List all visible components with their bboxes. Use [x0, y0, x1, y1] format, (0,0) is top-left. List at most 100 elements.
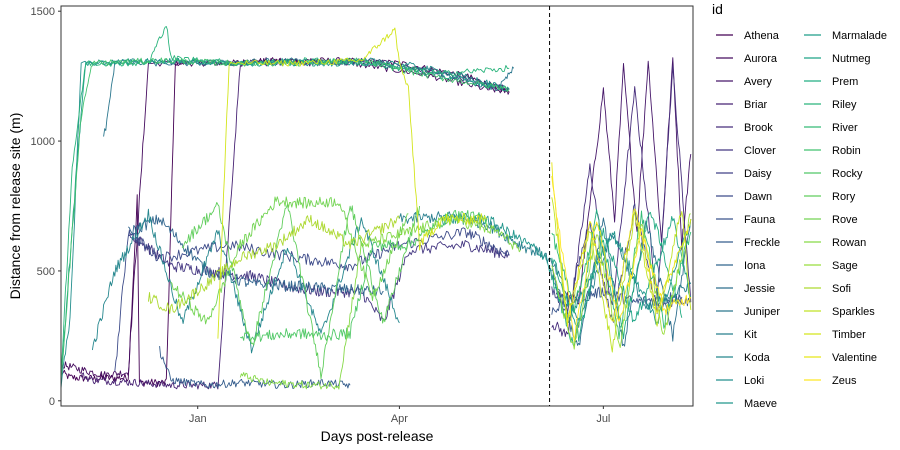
legend-item: Sparkles: [804, 306, 875, 318]
legend-label: Daisy: [744, 168, 772, 180]
legend-label: Rory: [832, 191, 856, 203]
plot-area: [60, 5, 694, 407]
legend-label: Koda: [744, 352, 771, 364]
series-line-aurora: [60, 57, 510, 379]
legend-label: River: [832, 122, 858, 134]
legend: id Athena Aurora Avery Briar Brook Clover Dais…: [712, 1, 887, 410]
series-line-timber: [217, 27, 487, 339]
legend-item: Rocky: [804, 168, 863, 180]
legend-label: Robin: [832, 145, 861, 157]
y-axis-title: Distance from release site (m): [7, 113, 23, 300]
legend-item: Sage: [804, 260, 858, 272]
series-line-zeus: [551, 175, 692, 342]
legend-label: Rocky: [832, 168, 863, 180]
legend-label: Sofi: [832, 283, 851, 295]
legend-label: Fauna: [744, 214, 776, 226]
series-line-koda: [91, 208, 400, 354]
legend-item: Daisy: [716, 168, 772, 180]
legend-item: Juniper: [716, 306, 780, 318]
y-tick-label: 1500: [31, 6, 55, 18]
series-line-rove: [170, 196, 409, 325]
legend-label: Dawn: [744, 191, 772, 203]
legend-label: Zeus: [832, 375, 857, 387]
legend-item: Maeve: [716, 398, 777, 410]
legend-item: Riley: [804, 99, 857, 111]
x-axis-title: Days post-release: [321, 428, 434, 444]
legend-title: id: [712, 1, 723, 17]
legend-item: Valentine: [804, 352, 877, 364]
series-line-sofi: [147, 214, 400, 314]
legend-label: Timber: [832, 329, 866, 341]
x-tick-label: Apr: [391, 413, 408, 425]
legend-item: Clover: [716, 145, 776, 157]
legend-label: Riley: [832, 99, 857, 111]
legend-item: Prem: [804, 76, 858, 88]
plot-panel-border: [60, 5, 694, 407]
series-line-rowan: [239, 215, 521, 390]
y-tick-label: 500: [37, 266, 55, 278]
legend-label: Aurora: [744, 53, 778, 65]
series-line-iona: [127, 214, 384, 296]
y-tick-label: 1000: [31, 136, 55, 148]
legend-label: Avery: [744, 76, 772, 88]
legend-label: Iona: [744, 260, 766, 272]
legend-label: Sage: [832, 260, 858, 272]
legend-label: Briar: [744, 99, 768, 111]
legend-item: Sofi: [804, 283, 851, 295]
y-axis: 0 500 1000 1500: [31, 6, 62, 408]
legend-item: Avery: [716, 76, 772, 88]
x-tick-label: Jan: [189, 413, 207, 425]
legend-item: Loki: [716, 375, 764, 387]
series-line-freckle: [159, 346, 351, 390]
series-line-dawn: [114, 227, 510, 372]
legend-label: Rowan: [832, 237, 866, 249]
series-line-clover: [128, 232, 510, 321]
series-line-river: [551, 210, 692, 340]
legend-item: Freckle: [716, 237, 780, 249]
legend-item: Timber: [804, 329, 866, 341]
legend-item: Athena: [716, 30, 780, 42]
legend-item: Nutmeg: [804, 53, 871, 65]
series-line-robin: [60, 57, 510, 381]
legend-label: Brook: [744, 122, 773, 134]
series-line-valentine: [551, 162, 692, 328]
series-line-rocky: [240, 209, 488, 342]
legend-label: Maeve: [744, 398, 777, 410]
legend-item: Robin: [804, 145, 861, 157]
legend-item: Marmalade: [804, 30, 887, 42]
series-line-avery: [555, 57, 692, 305]
legend-label: Marmalade: [832, 30, 887, 42]
legend-item: Aurora: [716, 53, 778, 65]
series-line-nutmeg: [551, 215, 692, 342]
legend-item: Iona: [716, 260, 766, 272]
legend-item: Rove: [804, 214, 858, 226]
series-lines: [60, 26, 692, 390]
legend-item: Kit: [716, 329, 757, 341]
y-tick-label: 0: [49, 396, 55, 408]
series-line-sparkles: [551, 197, 692, 353]
legend-item: Briar: [716, 99, 768, 111]
legend-item: Zeus: [804, 375, 857, 387]
legend-label: Jessie: [744, 283, 775, 295]
legend-label: Valentine: [832, 352, 877, 364]
legend-item: Dawn: [716, 191, 772, 203]
legend-label: Juniper: [744, 306, 780, 318]
legend-label: Loki: [744, 375, 764, 387]
legend-label: Kit: [744, 329, 757, 341]
legend-label: Sparkles: [832, 306, 875, 318]
series-line-riley: [60, 26, 510, 377]
legend-label: Athena: [744, 30, 780, 42]
legend-item: Rory: [804, 191, 856, 203]
legend-label: Clover: [744, 145, 776, 157]
legend-label: Prem: [832, 76, 858, 88]
legend-label: Nutmeg: [832, 53, 871, 65]
legend-item: Rowan: [804, 237, 866, 249]
legend-item: Koda: [716, 352, 771, 364]
x-tick-label: Jul: [596, 413, 610, 425]
x-axis: Jan Apr Jul: [189, 406, 610, 425]
legend-label: Rove: [832, 214, 858, 226]
legend-item: Jessie: [716, 283, 775, 295]
legend-item: River: [804, 122, 858, 134]
legend-item: Brook: [716, 122, 773, 134]
